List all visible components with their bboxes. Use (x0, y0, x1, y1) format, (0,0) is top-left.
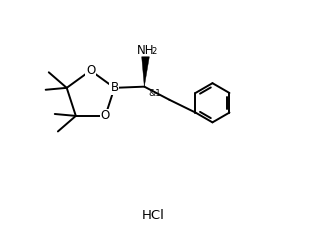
Text: NH: NH (137, 43, 155, 57)
Polygon shape (142, 57, 149, 87)
Text: O: O (101, 109, 110, 122)
Text: 2: 2 (152, 47, 157, 56)
Text: B: B (110, 81, 118, 94)
Text: &1: &1 (149, 89, 162, 98)
Text: O: O (86, 64, 95, 77)
Text: HCl: HCl (141, 209, 164, 222)
